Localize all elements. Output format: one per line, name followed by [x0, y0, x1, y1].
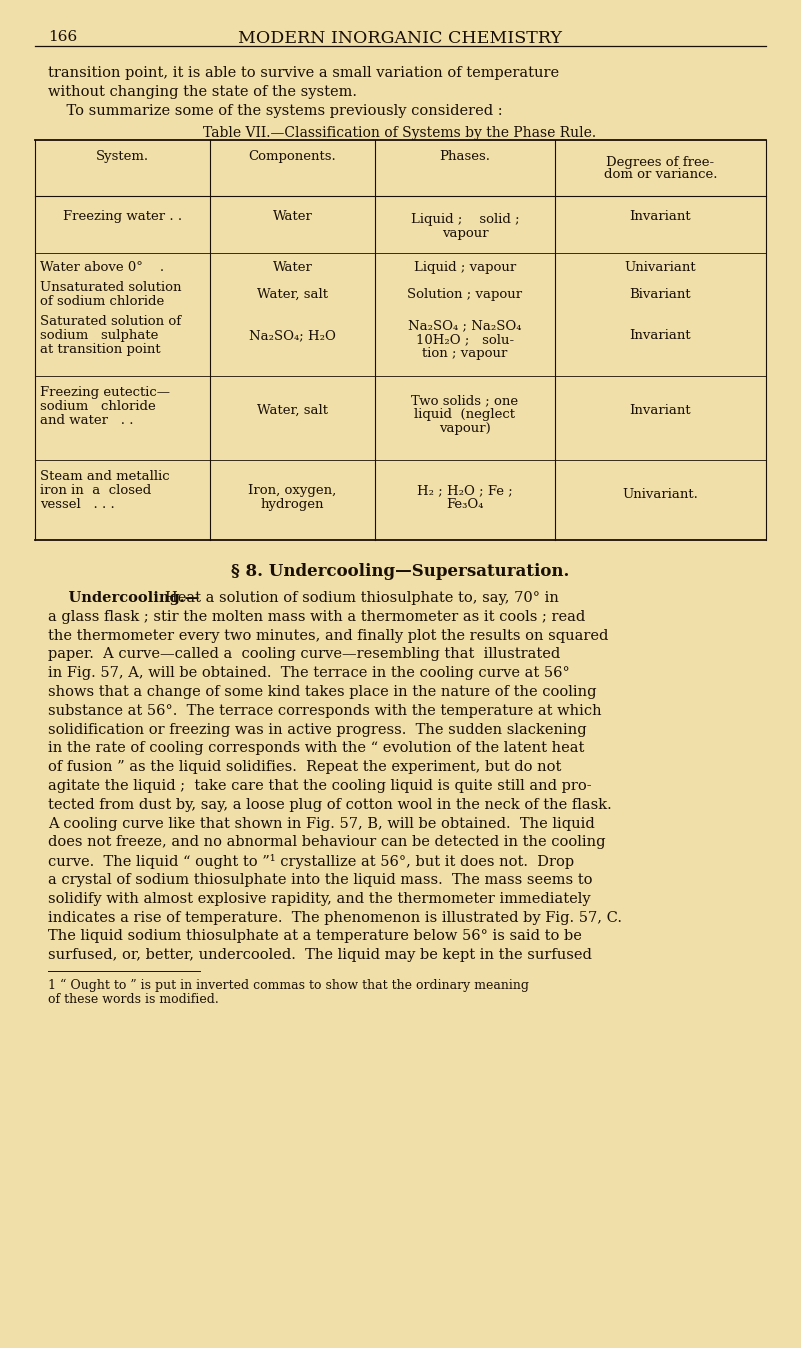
Text: shows that a change of some kind takes place in the nature of the cooling: shows that a change of some kind takes p… [48, 685, 597, 700]
Text: the thermometer every two minutes, and finally plot the results on squared: the thermometer every two minutes, and f… [48, 628, 609, 643]
Text: Water, salt: Water, salt [257, 404, 328, 417]
Text: Bivariant: Bivariant [630, 288, 691, 301]
Text: Invariant: Invariant [630, 404, 691, 417]
Text: Liquid ; vapour: Liquid ; vapour [414, 262, 516, 274]
Text: System.: System. [96, 150, 149, 163]
Text: Freezing eutectic—: Freezing eutectic— [40, 386, 170, 399]
Text: a glass flask ; stir the molten mass with a thermometer as it cools ; read: a glass flask ; stir the molten mass wit… [48, 609, 586, 624]
Text: Phases.: Phases. [440, 150, 490, 163]
Text: in the rate of cooling corresponds with the “ evolution of the latent heat: in the rate of cooling corresponds with … [48, 741, 585, 755]
Text: Undercooling.—: Undercooling.— [48, 590, 199, 605]
Text: Fe₃O₄: Fe₃O₄ [446, 497, 484, 511]
Text: and water   . .: and water . . [40, 414, 134, 427]
Text: paper.  A curve—called a  cooling curve—resembling that  illustrated: paper. A curve—called a cooling curve—re… [48, 647, 560, 662]
Text: indicates a rise of temperature.  The phenomenon is illustrated by Fig. 57, C.: indicates a rise of temperature. The phe… [48, 911, 622, 925]
Text: Univariant.: Univariant. [622, 488, 698, 501]
Text: Invariant: Invariant [630, 210, 691, 222]
Text: Steam and metallic: Steam and metallic [40, 470, 170, 483]
Text: sodium   chloride: sodium chloride [40, 400, 155, 412]
Text: iron in  a  closed: iron in a closed [40, 484, 151, 497]
Text: Invariant: Invariant [630, 329, 691, 342]
Text: does not freeze, and no abnormal behaviour can be detected in the cooling: does not freeze, and no abnormal behavio… [48, 836, 606, 849]
Text: Iron, oxygen,: Iron, oxygen, [248, 484, 336, 497]
Text: in Fig. 57, A, will be obtained.  The terrace in the cooling curve at 56°: in Fig. 57, A, will be obtained. The ter… [48, 666, 570, 681]
Text: Degrees of free-: Degrees of free- [606, 156, 714, 168]
Text: liquid  (neglect: liquid (neglect [414, 408, 516, 421]
Text: of fusion ” as the liquid solidifies.  Repeat the experiment, but do not: of fusion ” as the liquid solidifies. Re… [48, 760, 562, 774]
Text: To summarize some of the systems previously considered :: To summarize some of the systems previou… [48, 104, 502, 119]
Text: a crystal of sodium thiosulphate into the liquid mass.  The mass seems to: a crystal of sodium thiosulphate into th… [48, 874, 593, 887]
Text: The liquid sodium thiosulphate at a temperature below 56° is said to be: The liquid sodium thiosulphate at a temp… [48, 929, 582, 944]
Text: vapour): vapour) [439, 422, 491, 435]
Text: vessel   . . .: vessel . . . [40, 497, 115, 511]
Text: Freezing water . .: Freezing water . . [63, 210, 182, 222]
Text: solidification or freezing was in active progress.  The sudden slackening: solidification or freezing was in active… [48, 723, 586, 736]
Text: 1 “ Ought to ” is put in inverted commas to show that the ordinary meaning: 1 “ Ought to ” is put in inverted commas… [48, 979, 529, 992]
Text: Saturated solution of: Saturated solution of [40, 315, 181, 328]
Text: Table VII.—Classification of Systems by the Phase Rule.: Table VII.—Classification of Systems by … [203, 125, 597, 140]
Text: H₂ ; H₂O ; Fe ;: H₂ ; H₂O ; Fe ; [417, 484, 513, 497]
Text: without changing the state of the system.: without changing the state of the system… [48, 85, 357, 98]
Text: tion ; vapour: tion ; vapour [422, 346, 508, 360]
Text: substance at 56°.  The terrace corresponds with the temperature at which: substance at 56°. The terrace correspond… [48, 704, 602, 717]
Text: 166: 166 [48, 30, 77, 44]
Text: Na₂SO₄ ; Na₂SO₄: Na₂SO₄ ; Na₂SO₄ [409, 319, 521, 332]
Text: MODERN INORGANIC CHEMISTRY: MODERN INORGANIC CHEMISTRY [238, 30, 562, 47]
Text: Components.: Components. [248, 150, 336, 163]
Text: agitate the liquid ;  take care that the cooling liquid is quite still and pro-: agitate the liquid ; take care that the … [48, 779, 592, 793]
Text: Water, salt: Water, salt [257, 288, 328, 301]
Text: curve.  The liquid “ ought to ”¹ crystallize at 56°, but it does not.  Drop: curve. The liquid “ ought to ”¹ crystall… [48, 855, 574, 869]
Text: Liquid ;    solid ;: Liquid ; solid ; [411, 213, 519, 225]
Text: 10H₂O ;   solu-: 10H₂O ; solu- [416, 333, 514, 346]
Text: Water above 0°    .: Water above 0° . [40, 262, 164, 274]
Text: sodium   sulphate: sodium sulphate [40, 329, 159, 342]
Text: Solution ; vapour: Solution ; vapour [408, 288, 522, 301]
Text: at transition point: at transition point [40, 342, 161, 356]
Text: solidify with almost explosive rapidity, and the thermometer immediately: solidify with almost explosive rapidity,… [48, 892, 590, 906]
Text: Na₂SO₄; H₂O: Na₂SO₄; H₂O [249, 329, 336, 342]
Text: dom or variance.: dom or variance. [604, 168, 717, 181]
Text: of sodium chloride: of sodium chloride [40, 295, 164, 307]
Text: tected from dust by, say, a loose plug of cotton wool in the neck of the flask.: tected from dust by, say, a loose plug o… [48, 798, 612, 811]
Text: Water: Water [272, 210, 312, 222]
Text: Heat a solution of sodium thiosulphate to, say, 70° in: Heat a solution of sodium thiosulphate t… [165, 590, 559, 605]
Text: § 8. Undercooling—Supersaturation.: § 8. Undercooling—Supersaturation. [231, 563, 570, 580]
Text: hydrogen: hydrogen [261, 497, 324, 511]
Text: transition point, it is able to survive a small variation of temperature: transition point, it is able to survive … [48, 66, 559, 80]
Text: vapour: vapour [441, 226, 489, 240]
Text: Unsaturated solution: Unsaturated solution [40, 280, 182, 294]
Text: Water: Water [272, 262, 312, 274]
Text: Two solids ; one: Two solids ; one [412, 394, 518, 407]
Text: Univariant: Univariant [625, 262, 696, 274]
Text: surfused, or, better, undercooled.  The liquid may be kept in the surfused: surfused, or, better, undercooled. The l… [48, 948, 592, 962]
Text: A cooling curve like that shown in Fig. 57, B, will be obtained.  The liquid: A cooling curve like that shown in Fig. … [48, 817, 595, 830]
Text: of these words is modified.: of these words is modified. [48, 993, 219, 1006]
